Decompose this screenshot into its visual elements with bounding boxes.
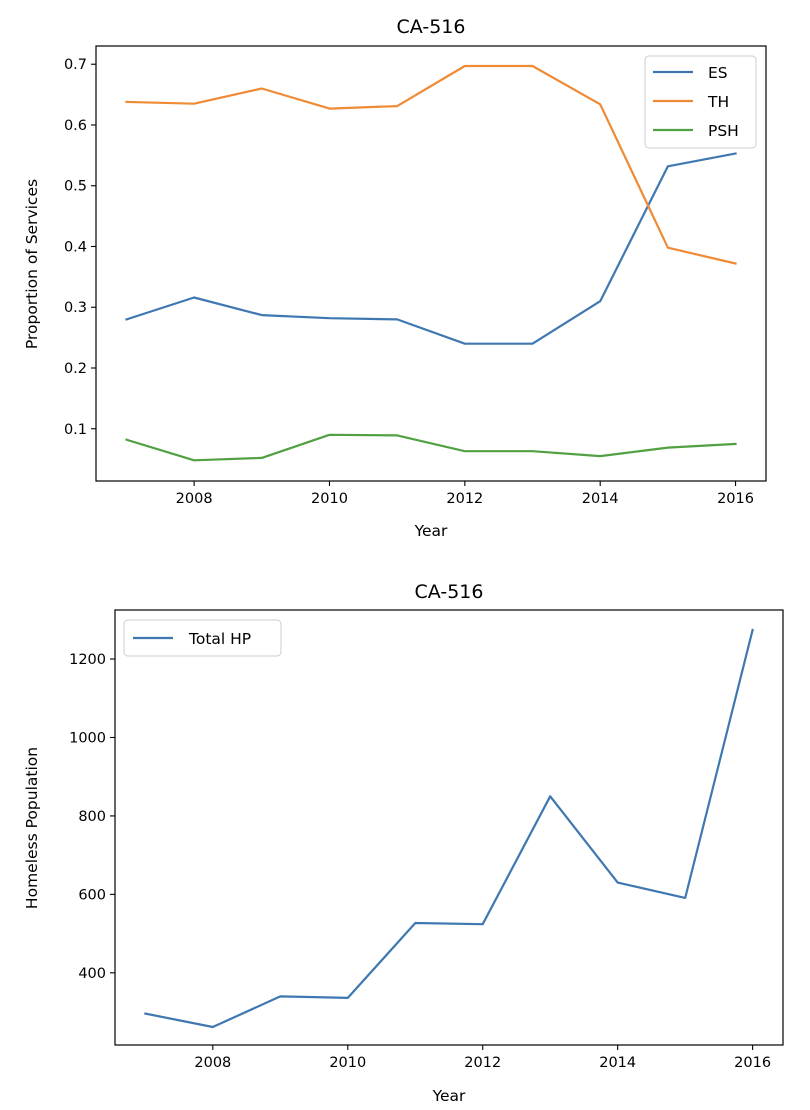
y-tick-label: 0.6: [64, 118, 87, 134]
y-axis-label: Proportion of Services: [23, 179, 41, 349]
chart-title: CA-516: [415, 581, 484, 603]
y-tick-label: 600: [78, 887, 106, 903]
y-axis-label: Homeless Population: [23, 747, 41, 909]
x-tick-label: 2014: [582, 491, 619, 507]
x-tick-label: 2010: [329, 1055, 366, 1071]
x-axis-label: Year: [432, 1087, 466, 1105]
x-tick-label: 2016: [734, 1055, 771, 1071]
y-tick-label: 0.1: [64, 422, 87, 438]
y-tick-label: 1000: [69, 730, 106, 746]
x-tick-label: 2016: [717, 491, 754, 507]
x-tick-label: 2014: [599, 1055, 636, 1071]
series-line-total-hp: [144, 628, 754, 1029]
x-tick-label: 2008: [176, 491, 213, 507]
plot-frame: [114, 609, 784, 1046]
chart-title: CA-516: [397, 16, 466, 38]
x-tick-label: 2012: [464, 1055, 501, 1071]
series-line-psh: [125, 433, 737, 462]
x-tick-label: 2012: [446, 491, 483, 507]
legend-box: [644, 55, 757, 149]
y-tick-label: 0.5: [64, 179, 87, 195]
legend: Total HP: [123, 619, 282, 657]
x-tick-label: 2010: [311, 491, 348, 507]
y-tick-label: 0.7: [64, 57, 87, 73]
y-tick-label: 0.4: [64, 239, 87, 255]
plot-frame: [95, 45, 767, 482]
y-tick-label: 1200: [69, 652, 106, 668]
x-axis-label: Year: [414, 522, 448, 540]
series-line-th: [125, 64, 737, 265]
y-tick-label: 0.2: [64, 361, 87, 377]
chart-homeless-population: CA-516 Year Homeless Population 2008 2010…: [23, 581, 784, 1105]
y-tick-label: 400: [78, 966, 106, 982]
legend: ES TH PSH: [644, 55, 757, 149]
legend-label-th: TH: [707, 93, 729, 111]
chart-proportion-of-services: CA-516 Year Proportion of Services 2008 2…: [23, 16, 767, 540]
y-tick-label: 0.3: [64, 300, 87, 316]
y-tick-label: 800: [78, 809, 106, 825]
series-line-es: [125, 152, 737, 345]
legend-box: [123, 619, 282, 657]
legend-label-es: ES: [708, 64, 728, 82]
x-tick-label: 2008: [194, 1055, 231, 1071]
legend-label-total-hp: Total HP: [188, 630, 251, 648]
legend-label-psh: PSH: [708, 122, 739, 140]
